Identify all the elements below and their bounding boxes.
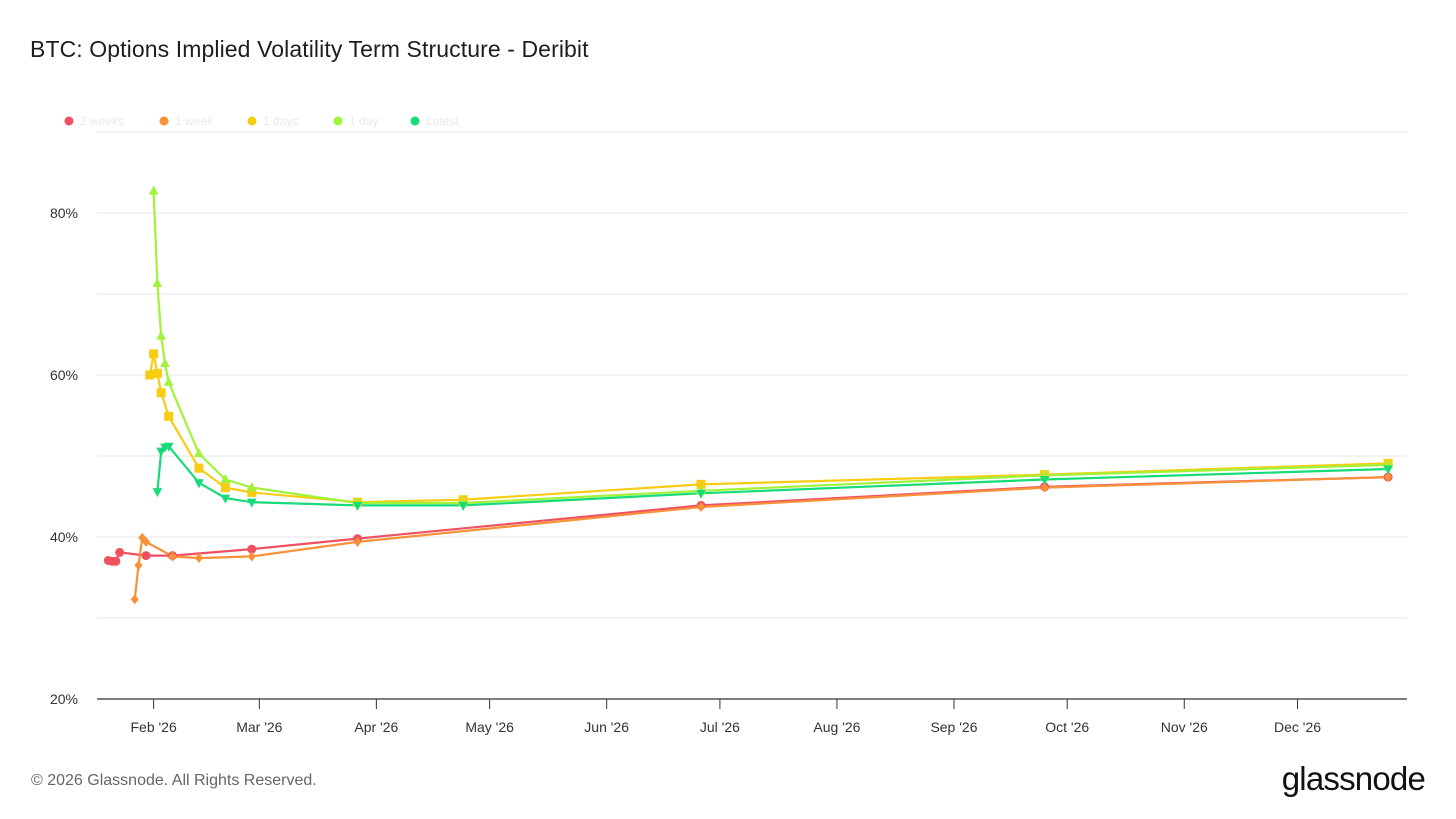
data-point bbox=[1040, 482, 1049, 493]
data-point bbox=[160, 358, 170, 368]
x-tick-label: Apr '26 bbox=[354, 719, 398, 735]
data-point bbox=[1039, 475, 1050, 485]
data-point bbox=[220, 494, 231, 504]
data-point bbox=[696, 479, 706, 489]
legend-label: 1 week bbox=[175, 114, 214, 128]
legend[interactable]: 2 weeks 1 week 1 days 1 day Latest bbox=[64, 114, 460, 128]
data-point bbox=[697, 502, 706, 513]
legend-item[interactable]: 1 days bbox=[247, 114, 299, 128]
legend-label: Latest bbox=[426, 114, 459, 128]
data-point bbox=[163, 376, 174, 386]
data-point bbox=[156, 330, 166, 340]
data-point bbox=[152, 488, 163, 498]
data-point bbox=[352, 501, 363, 511]
data-point bbox=[1384, 472, 1393, 483]
series-markers bbox=[103, 185, 1393, 605]
legend-swatch bbox=[247, 116, 257, 126]
data-point bbox=[696, 489, 706, 499]
x-tick-label: Mar '26 bbox=[236, 719, 282, 735]
data-point bbox=[148, 185, 159, 195]
legend-swatch bbox=[64, 116, 74, 126]
x-tick-label: Oct '26 bbox=[1045, 719, 1089, 735]
data-point bbox=[458, 501, 468, 511]
legend-item[interactable]: 1 day bbox=[333, 114, 379, 128]
legend-swatch bbox=[159, 116, 169, 126]
axes: 20% 40% 60% 80% Feb '26 Mar '26 Apr '26 May '26… bbox=[50, 205, 1407, 735]
legend-item[interactable]: Latest bbox=[410, 114, 460, 128]
y-tick-label: 80% bbox=[50, 205, 78, 221]
legend-swatch bbox=[410, 116, 420, 126]
data-point bbox=[194, 448, 204, 458]
data-point bbox=[111, 556, 121, 566]
data-point bbox=[247, 551, 256, 562]
data-point bbox=[246, 482, 257, 492]
data-point bbox=[1383, 465, 1393, 475]
x-tick-label: Nov '26 bbox=[1161, 719, 1208, 735]
x-tick-label: Jul '26 bbox=[700, 719, 740, 735]
legend-label: 1 days bbox=[263, 114, 298, 128]
data-point bbox=[194, 479, 204, 489]
data-point bbox=[194, 463, 204, 473]
x-tick-label: Jun '26 bbox=[584, 719, 629, 735]
data-point bbox=[142, 536, 151, 547]
x-tick-label: Dec '26 bbox=[1274, 719, 1321, 735]
data-point bbox=[145, 370, 155, 380]
data-point bbox=[149, 349, 159, 359]
x-tick-label: May '26 bbox=[465, 719, 514, 735]
data-point bbox=[247, 544, 257, 554]
data-point bbox=[163, 442, 174, 452]
data-point bbox=[152, 277, 163, 287]
y-tick-label: 40% bbox=[50, 529, 78, 545]
glassnode-logo[interactable]: glassnode bbox=[1281, 760, 1426, 797]
data-point bbox=[156, 388, 166, 398]
x-tick-label: Feb '26 bbox=[130, 719, 176, 735]
legend-label: 2 weeks bbox=[80, 114, 124, 128]
gridlines bbox=[97, 131, 1407, 619]
x-tick-label: Sep '26 bbox=[930, 719, 977, 735]
series-line bbox=[133, 476, 1389, 600]
y-tick-label: 20% bbox=[50, 691, 78, 707]
legend-item[interactable]: 1 week bbox=[159, 114, 215, 128]
page-title: BTC: Options Implied Volatility Term Str… bbox=[30, 36, 589, 62]
legend-label: 1 day bbox=[349, 114, 378, 128]
data-point bbox=[164, 411, 174, 421]
data-point bbox=[130, 594, 139, 605]
series-lines bbox=[108, 191, 1389, 600]
data-point bbox=[246, 498, 257, 508]
y-tick-label: 60% bbox=[50, 367, 78, 383]
data-point bbox=[152, 368, 162, 378]
data-point bbox=[247, 487, 257, 497]
data-point bbox=[168, 551, 177, 562]
series-line bbox=[148, 352, 1389, 504]
legend-item[interactable]: 2 weeks bbox=[64, 114, 125, 128]
data-point bbox=[194, 553, 203, 564]
data-point bbox=[220, 483, 230, 493]
legend-swatch bbox=[333, 116, 343, 126]
data-point bbox=[134, 560, 143, 571]
data-point bbox=[115, 547, 125, 557]
data-point bbox=[141, 551, 151, 561]
x-tick-label: Aug '26 bbox=[813, 719, 860, 735]
data-point bbox=[353, 536, 362, 547]
data-point bbox=[220, 473, 231, 483]
copyright-footer: © 2026 Glassnode. All Rights Reserved. bbox=[31, 772, 317, 789]
series-line bbox=[156, 445, 1389, 507]
